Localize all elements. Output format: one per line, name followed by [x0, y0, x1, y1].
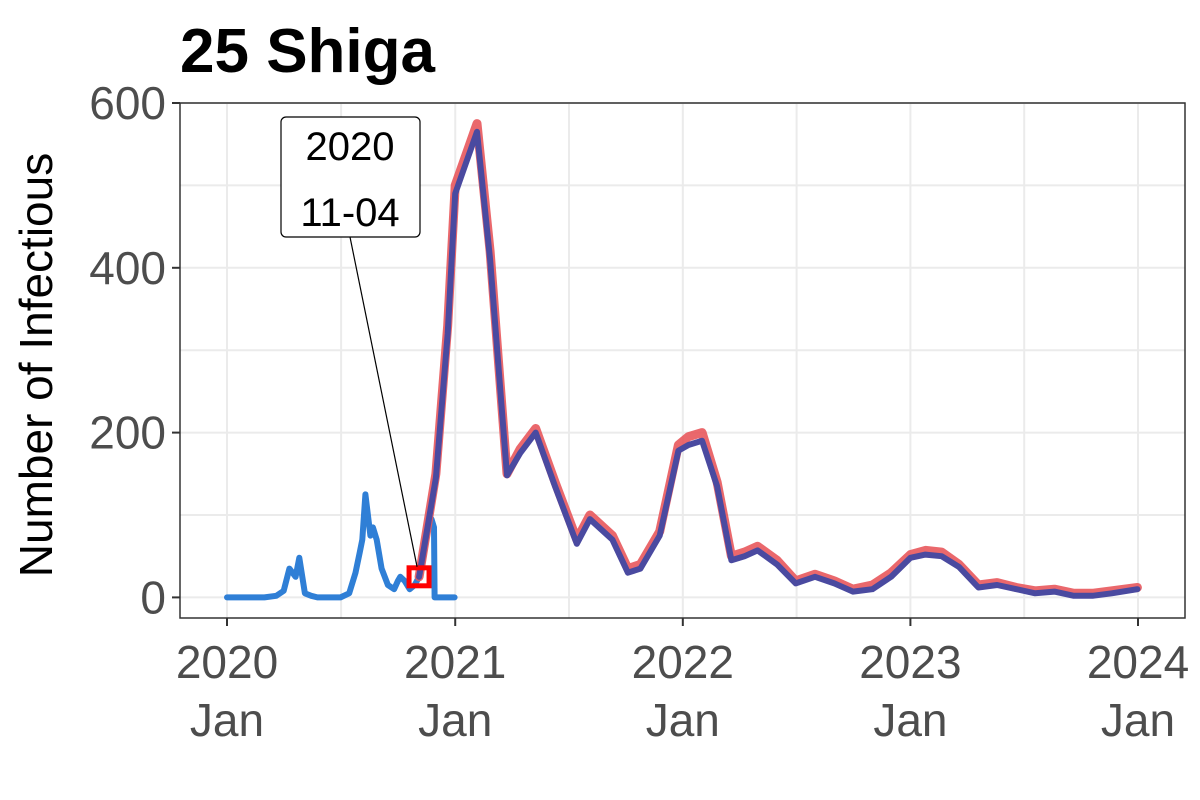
axes: 0 200 400 600 2020 Jan 2021 Jan 2022 Jan 2023 Jan 20… — [89, 77, 1189, 746]
annotation-line2: 11-04 — [300, 191, 399, 235]
y-tick-label: 0 — [140, 571, 166, 623]
annotation: 2020 11-04 — [280, 116, 432, 589]
y-tick-label: 600 — [89, 77, 166, 129]
x-tick-label-year: 2020 — [176, 636, 278, 688]
x-tick-label-year: 2023 — [859, 636, 961, 688]
y-axis-label: Number of Infectious — [10, 153, 62, 577]
x-tick-label-month: Jan — [873, 694, 947, 746]
fitted-series-line — [416, 128, 1141, 599]
x-tick-label-year: 2024 — [1087, 636, 1189, 688]
annotation-leader-line — [349, 236, 418, 567]
annotation-line1: 2020 — [306, 125, 395, 169]
x-tick-label-year: 2022 — [632, 636, 734, 688]
chart-title: 25 Shiga — [180, 17, 436, 86]
annotation-marker — [406, 565, 432, 589]
x-tick-label-month: Jan — [646, 694, 720, 746]
series — [224, 119, 1142, 601]
x-tick-label-month: Jan — [418, 694, 492, 746]
fitted-band-line — [414, 119, 1142, 598]
annotation-box — [280, 116, 421, 238]
y-tick-label: 400 — [89, 242, 166, 294]
x-tick-label-year: 2021 — [404, 636, 506, 688]
x-tick-label-month: Jan — [1101, 694, 1175, 746]
x-tick-label-month: Jan — [190, 694, 264, 746]
y-tick-label: 200 — [89, 407, 166, 459]
